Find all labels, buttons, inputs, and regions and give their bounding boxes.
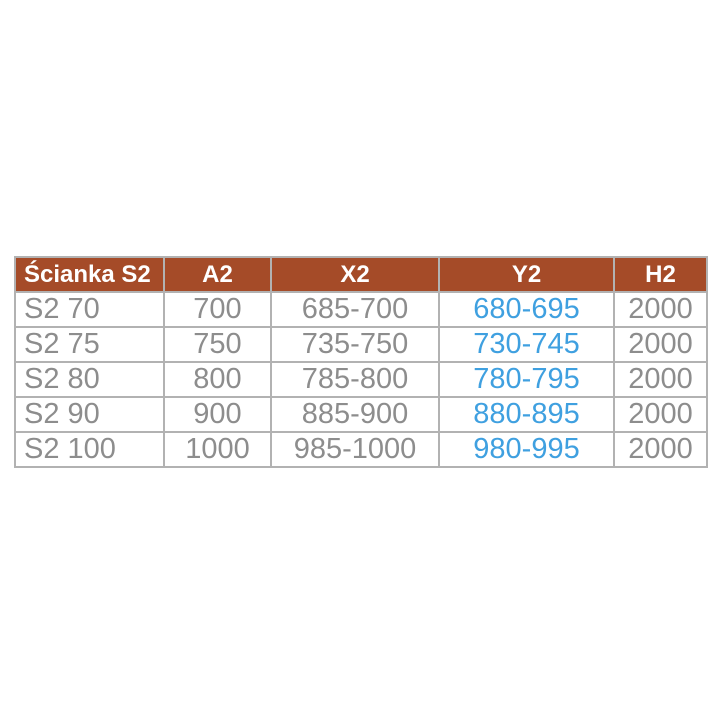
column-header-a2: A2: [163, 256, 272, 293]
cell-x2: 735-750: [270, 326, 440, 363]
column-header-model: Ścianka S2: [14, 256, 165, 293]
cell-model: S2 70: [14, 291, 165, 328]
cell-x2: 685-700: [270, 291, 440, 328]
column-header-y2: Y2: [438, 256, 615, 293]
cell-x2: 785-800: [270, 361, 440, 398]
cell-model: S2 75: [14, 326, 165, 363]
cell-model: S2 80: [14, 361, 165, 398]
table-row: S2 100 1000 985-1000 980-995 2000: [14, 431, 708, 468]
cell-a2: 750: [163, 326, 272, 363]
cell-h2: 2000: [613, 361, 708, 398]
table-row: S2 90 900 885-900 880-895 2000: [14, 396, 708, 433]
cell-a2: 1000: [163, 431, 272, 468]
spec-table: Ścianka S2 A2 X2 Y2 H2 S2 70 700 685-700…: [14, 256, 708, 468]
cell-x2: 885-900: [270, 396, 440, 433]
cell-y2: 680-695: [438, 291, 615, 328]
cell-y2: 880-895: [438, 396, 615, 433]
cell-model: S2 90: [14, 396, 165, 433]
cell-h2: 2000: [613, 291, 708, 328]
cell-x2: 985-1000: [270, 431, 440, 468]
table-row: S2 80 800 785-800 780-795 2000: [14, 361, 708, 398]
cell-h2: 2000: [613, 431, 708, 468]
header-row: Ścianka S2 A2 X2 Y2 H2: [14, 256, 708, 293]
column-header-x2: X2: [270, 256, 440, 293]
column-header-h2: H2: [613, 256, 708, 293]
table-row: S2 75 750 735-750 730-745 2000: [14, 326, 708, 363]
cell-h2: 2000: [613, 326, 708, 363]
cell-y2: 730-745: [438, 326, 615, 363]
cell-h2: 2000: [613, 396, 708, 433]
cell-y2: 780-795: [438, 361, 615, 398]
table-row: S2 70 700 685-700 680-695 2000: [14, 291, 708, 328]
cell-y2: 980-995: [438, 431, 615, 468]
cell-a2: 700: [163, 291, 272, 328]
cell-a2: 900: [163, 396, 272, 433]
cell-a2: 800: [163, 361, 272, 398]
cell-model: S2 100: [14, 431, 165, 468]
spec-table-container: Ścianka S2 A2 X2 Y2 H2 S2 70 700 685-700…: [14, 256, 708, 468]
